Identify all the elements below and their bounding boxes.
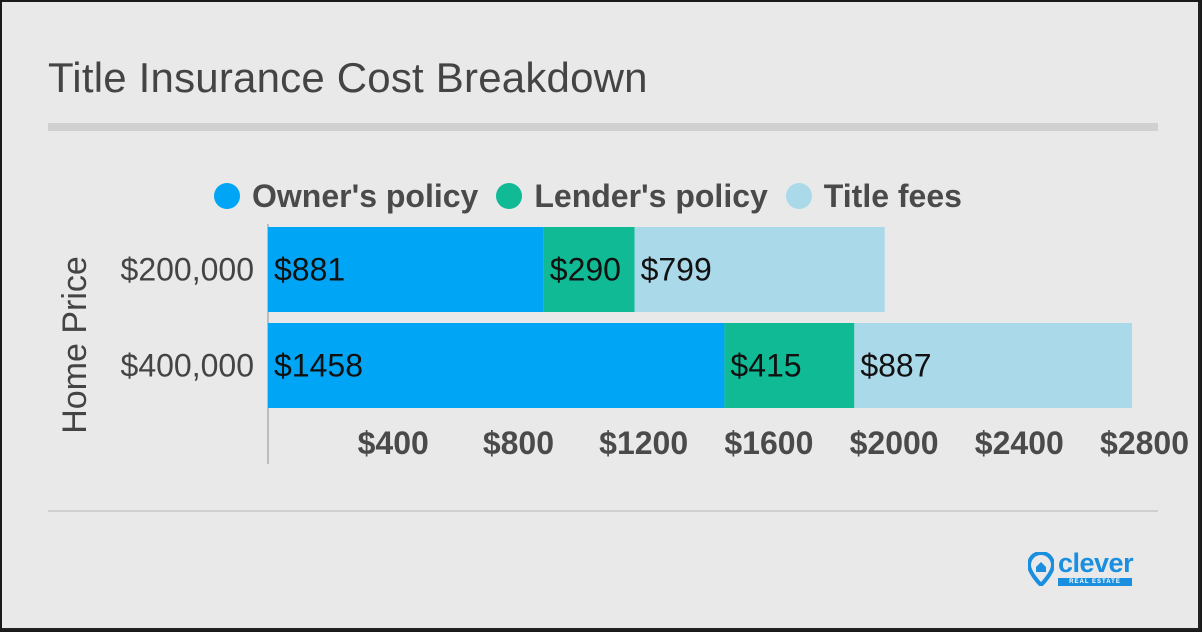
chart-title: Title Insurance Cost Breakdown [48,54,648,101]
logo-tagline: REAL ESTATE [1058,578,1132,586]
bar-lender-s-policy-1 [543,227,635,312]
legend-label-owners-policy: Owner's policy [252,177,479,214]
data-label: $415 [730,348,801,384]
legend-swatch-title-fees [785,183,812,209]
data-label: $290 [550,252,621,288]
category-label: $200,000 [121,252,254,288]
chart-legend: Owner's policy Lender's policy Title fee… [214,174,962,218]
bar-owner-s-policy-2 [268,323,725,408]
category-label: $400,000 [121,348,254,384]
x-tick-label: $800 [483,425,554,461]
bar-owner-s-policy-1 [268,227,544,312]
legend-item-owners-policy: Owner's policy [214,178,478,215]
logo-wordmark: clever [1058,548,1134,578]
bar-lender-s-policy-2 [724,323,855,408]
legend-item-lenders-policy: Lender's policy [496,177,768,215]
x-tick-label: $400 [358,425,429,461]
x-tick-label: $1200 [599,425,688,461]
data-label: $799 [641,252,712,288]
bar-title-fees-1 [634,227,885,312]
bar-title-fees-2 [854,323,1132,408]
legend-swatch-lenders-policy [496,183,523,209]
data-label: $887 [860,348,931,384]
x-tick-label: $2000 [850,425,939,461]
y-axis-title: Home Price [56,256,94,434]
legend-item-title-fees: Title fees [785,177,962,215]
legend-swatch-owners-policy [214,183,240,209]
data-label: $881 [274,252,345,288]
clever-logo: clever REAL ESTATE [1028,548,1138,590]
x-tick-label: $2800 [1100,425,1189,461]
x-tick-label: $1600 [724,425,813,461]
legend-label-lenders-policy: Lender's policy [534,177,768,214]
x-tick-label: $2400 [975,425,1064,461]
footer-divider [48,510,1158,512]
legend-label-title-fees: Title fees [823,177,962,214]
data-label: $1458 [274,348,363,384]
title-divider [48,123,1158,131]
location-pin-icon [1028,552,1054,586]
